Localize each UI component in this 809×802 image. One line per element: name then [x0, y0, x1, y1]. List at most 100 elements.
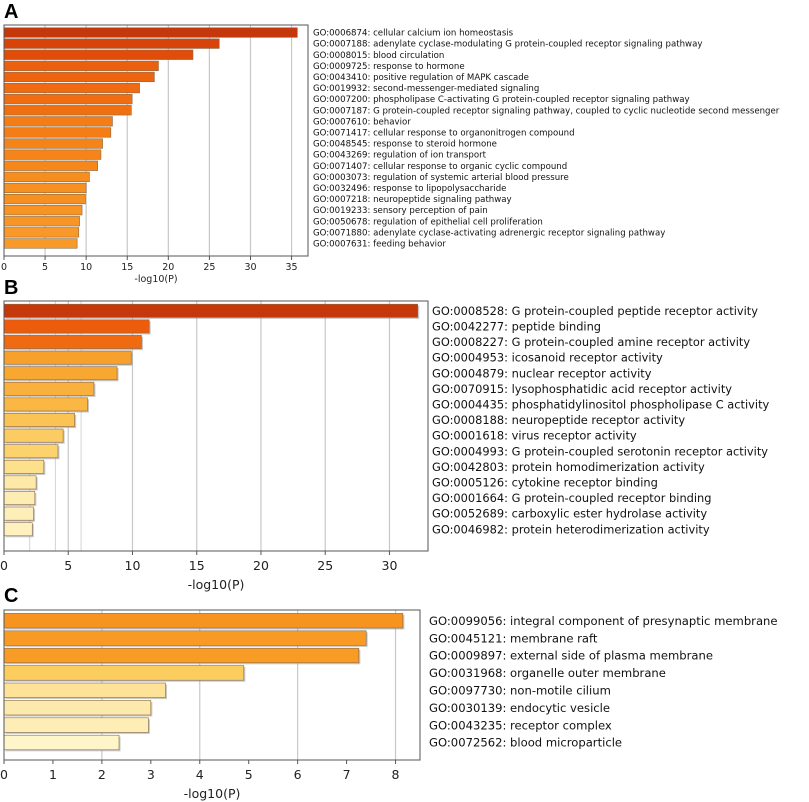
bar [3, 105, 132, 116]
plot-frame [3, 24, 309, 257]
bar [3, 630, 367, 646]
panel-letter-a: A [4, 1, 18, 23]
category-label: GO:0007200: phospholipase C-activating G… [313, 95, 690, 105]
bar [3, 700, 152, 716]
bar [3, 428, 64, 443]
category-label: GO:0042277: peptide binding [432, 320, 601, 334]
bar [3, 227, 80, 238]
category-label: GO:0071417: cellular response to organon… [313, 129, 575, 139]
bar [3, 459, 45, 474]
category-label: GO:0072562: blood microparticle [429, 736, 622, 750]
category-label: GO:0097730: non-motile cilium [429, 683, 611, 697]
bar [3, 60, 159, 71]
x-axis-title: -log10(P) [134, 274, 177, 285]
x-tick-label: 35 [286, 262, 298, 273]
category-label: GO:0006874: cellular calcium ion homeost… [313, 29, 514, 39]
bar [3, 116, 113, 127]
category-label: GO:0004953: icosanoid receptor activity [432, 351, 663, 365]
bar [3, 717, 149, 733]
category-label: GO:0004993: G protein-coupled serotonin … [432, 444, 768, 458]
category-label: GO:0019233: sensory perception of pain [313, 206, 488, 216]
x-tick-label: 0 [1, 262, 7, 273]
bar [3, 27, 298, 38]
bar [3, 193, 86, 205]
category-label: GO:0050678: regulation of epithelial cel… [313, 217, 543, 227]
x-axis-title: -log10(P) [184, 786, 241, 801]
bar [3, 160, 98, 171]
x-tick-label: 2 [98, 767, 106, 782]
bar [3, 127, 112, 138]
bar [3, 335, 142, 349]
bar [3, 49, 194, 60]
bar [3, 413, 75, 427]
category-label: GO:0048545: response to steroid hormone [313, 140, 497, 150]
bar [3, 149, 102, 160]
category-label: GO:0001664: G protein-coupled receptor b… [432, 491, 712, 505]
x-tick-label: 5 [42, 262, 48, 273]
bar [3, 734, 120, 751]
category-label: GO:0003073: regulation of systemic arter… [313, 173, 569, 183]
bar [3, 665, 245, 681]
bar [3, 444, 59, 459]
x-tick-label: 5 [64, 558, 72, 573]
panel-letter-b: B [4, 277, 18, 299]
bar [3, 205, 83, 216]
category-label: GO:0009897: external side of plasma memb… [429, 649, 713, 663]
bar [3, 506, 34, 521]
bar [3, 71, 155, 83]
x-tick-label: 30 [244, 262, 256, 273]
plot-frame [3, 300, 429, 552]
category-label: GO:0007610: behavior [313, 117, 411, 127]
bar [3, 38, 220, 49]
x-tick-label: 25 [317, 558, 333, 573]
x-tick-label: 15 [121, 262, 133, 273]
category-label: GO:0004435: phosphatidylinositol phospho… [432, 398, 770, 412]
panel-c-chart: GO:0099056: integral component of presyn… [0, 609, 778, 801]
category-label: GO:0007187: G protein-coupled receptor s… [313, 106, 780, 116]
bar [3, 381, 95, 396]
x-tick-label: 20 [162, 262, 174, 273]
category-label: GO:0032496: response to lipopolysacchari… [313, 184, 506, 194]
bar [3, 491, 36, 505]
category-label: GO:0070915: lysophosphatidic acid recept… [432, 382, 732, 396]
x-axis-title: -log10(P) [188, 577, 245, 592]
category-label: GO:0008227: G protein-coupled amine rece… [432, 335, 750, 349]
category-label: GO:0046982: protein heterodimerization a… [432, 522, 710, 536]
bar [3, 303, 419, 318]
category-label: GO:0005126: cytokine receptor binding [432, 476, 658, 490]
category-label: GO:0008015: blood circulation [313, 51, 444, 61]
bar [3, 366, 118, 381]
x-tick-label: 1 [49, 767, 57, 782]
bar [3, 647, 360, 664]
category-label: GO:0008528: G protein-coupled peptide re… [432, 304, 758, 318]
bar [3, 397, 88, 412]
panel-b-chart: GO:0008528: G protein-coupled peptide re… [0, 300, 770, 592]
category-label: GO:0045121: membrane raft [429, 631, 598, 645]
x-tick-label: 6 [294, 767, 302, 782]
x-tick-label: 4 [196, 767, 204, 782]
x-tick-label: 8 [392, 767, 400, 782]
bar [3, 138, 103, 149]
category-label: GO:0007188: adenylate cyclase-modulating… [313, 40, 702, 50]
category-label: GO:0007631: feeding behavior [313, 240, 446, 250]
x-tick-label: 0 [0, 558, 8, 573]
bar [3, 319, 150, 334]
bar [3, 522, 33, 537]
category-label: GO:0099056: integral component of presyn… [429, 614, 778, 628]
category-label: GO:0052689: carboxylic ester hydrolase a… [432, 507, 707, 521]
plot-frame [3, 609, 421, 761]
category-label: GO:0043410: positive regulation of MAPK … [313, 73, 529, 83]
x-tick-label: 10 [80, 262, 92, 273]
panel-letter-c: C [4, 585, 18, 607]
category-label: GO:0071880: adenylate cyclase-activating… [313, 228, 665, 238]
bar [3, 171, 90, 182]
category-label: GO:0042803: protein homodimerization act… [432, 460, 705, 474]
x-tick-label: 10 [125, 558, 141, 573]
bar [3, 613, 404, 629]
category-label: GO:0004879: nuclear receptor activity [432, 366, 652, 380]
category-label: GO:0001618: virus receptor activity [432, 429, 637, 443]
category-label: GO:0043269: regulation of ion transport [313, 151, 487, 161]
category-label: GO:0008188: neuropeptide receptor activi… [432, 413, 685, 427]
bar [3, 182, 87, 194]
